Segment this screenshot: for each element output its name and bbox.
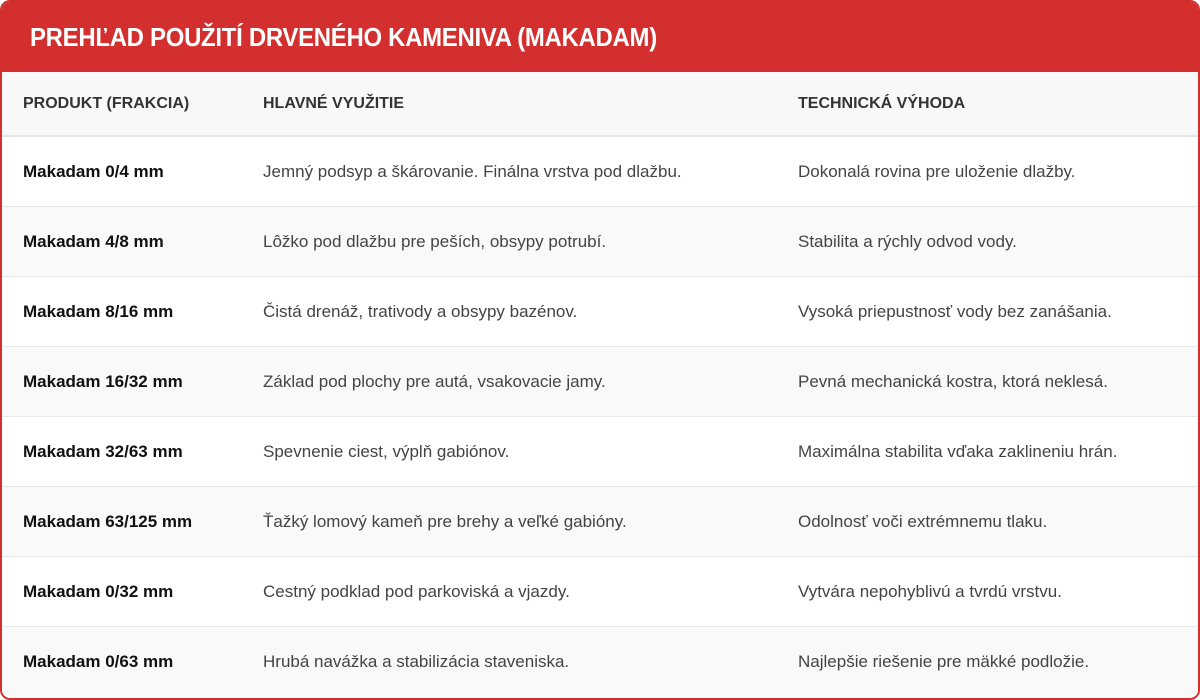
product-cell: Makadam 0/63 mm xyxy=(2,626,242,696)
table-header-row: PRODUKT (FRAKCIA) HLAVNÉ VYUŽITIE TECHNI… xyxy=(2,72,1198,137)
table-row: Makadam 8/16 mm Čistá drenáž, trativody a… xyxy=(2,276,1198,347)
main-use-cell: Cestný podklad pod parkoviská a vjazdy. xyxy=(242,556,777,627)
header-technical-advantage: TECHNICKÁ VÝHODA xyxy=(777,72,1198,137)
table-row: Makadam 0/4 mm Jemný podsyp a škárovanie.… xyxy=(2,136,1198,207)
advantage-cell: Stabilita a rýchly odvod vody. xyxy=(777,206,1198,277)
product-cell: Makadam 4/8 mm xyxy=(2,206,242,277)
product-cell: Makadam 32/63 mm xyxy=(2,416,242,487)
title-bar: PREHĽAD POUŽITÍ DRVENÉHO KAMENIVA (MAKAD… xyxy=(2,2,1198,72)
main-use-cell: Ťažký lomový kameň pre brehy a veľké gab… xyxy=(242,486,777,557)
table-row: Makadam 16/32 mm Základ pod plochy pre au… xyxy=(2,346,1198,417)
advantage-cell: Najlepšie riešenie pre mäkké podložie. xyxy=(777,626,1198,696)
product-cell: Makadam 8/16 mm xyxy=(2,276,242,347)
advantage-cell: Vytvára nepohyblivú a tvrdú vrstvu. xyxy=(777,556,1198,627)
table-row: Makadam 0/32 mm Cestný podklad pod parkov… xyxy=(2,556,1198,627)
product-cell: Makadam 16/32 mm xyxy=(2,346,242,417)
main-use-cell: Čistá drenáž, trativody a obsypy bazénov… xyxy=(242,276,777,347)
table-row: Makadam 0/63 mm Hrubá navážka a stabilizá… xyxy=(2,626,1198,696)
product-cell: Makadam 0/32 mm xyxy=(2,556,242,627)
table-row: Makadam 4/8 mm Lôžko pod dlažbu pre pešíc… xyxy=(2,206,1198,277)
main-use-cell: Hrubá navážka a stabilizácia staveniska. xyxy=(242,626,777,696)
product-cell: Makadam 63/125 mm xyxy=(2,486,242,557)
advantage-cell: Vysoká priepustnosť vody bez zanášania. xyxy=(777,276,1198,347)
aggregate-table: PRODUKT (FRAKCIA) HLAVNÉ VYUŽITIE TECHNI… xyxy=(2,72,1198,696)
table-row: Makadam 63/125 mm Ťažký lomový kameň pre … xyxy=(2,486,1198,557)
page-title: PREHĽAD POUŽITÍ DRVENÉHO KAMENIVA (MAKAD… xyxy=(30,21,657,52)
advantage-cell: Pevná mechanická kostra, ktorá neklesá. xyxy=(777,346,1198,417)
main-use-cell: Jemný podsyp a škárovanie. Finálna vrstv… xyxy=(242,136,777,207)
main-use-cell: Základ pod plochy pre autá, vsakovacie j… xyxy=(242,346,777,417)
advantage-cell: Odolnosť voči extrémnemu tlaku. xyxy=(777,486,1198,557)
product-cell: Makadam 0/4 mm xyxy=(2,136,242,207)
header-product: PRODUKT (FRAKCIA) xyxy=(2,72,242,137)
advantage-cell: Maximálna stabilita vďaka zaklineniu hrá… xyxy=(777,416,1198,487)
table-row: Makadam 32/63 mm Spevnenie ciest, výplň g… xyxy=(2,416,1198,487)
advantage-cell: Dokonalá rovina pre uloženie dlažby. xyxy=(777,136,1198,207)
main-use-cell: Spevnenie ciest, výplň gabiónov. xyxy=(242,416,777,487)
main-use-cell: Lôžko pod dlažbu pre peších, obsypy potr… xyxy=(242,206,777,277)
header-main-use: HLAVNÉ VYUŽITIE xyxy=(242,72,777,137)
